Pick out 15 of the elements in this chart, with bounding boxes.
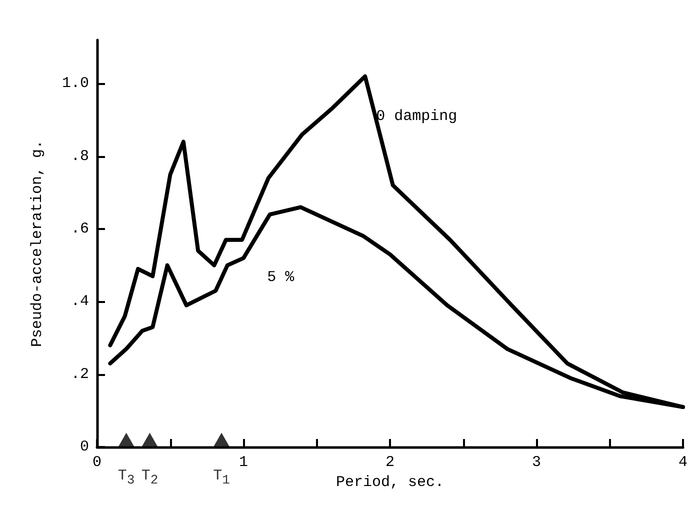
- y-tick-label: .2: [70, 366, 89, 383]
- y-tick-label: .6: [70, 220, 89, 238]
- y-tick-label: 0: [80, 438, 89, 456]
- series-label: 0 damping: [376, 108, 458, 125]
- x-tick-label: 3: [532, 454, 542, 471]
- x-tick-label: 0: [92, 454, 102, 471]
- x-axis-title: Period, sec.: [336, 474, 444, 491]
- y-tick-label: .4: [70, 293, 89, 310]
- y-axis-title: Pseudo-acceleration, g.: [29, 140, 46, 348]
- x-tick-label: 4: [678, 454, 688, 471]
- y-tick-label: .8: [70, 148, 89, 165]
- x-tick-label: 2: [385, 454, 395, 471]
- series-label: 5 %: [267, 269, 296, 286]
- x-tick-label: 1: [238, 454, 248, 471]
- y-tick-label: 1.0: [62, 75, 89, 92]
